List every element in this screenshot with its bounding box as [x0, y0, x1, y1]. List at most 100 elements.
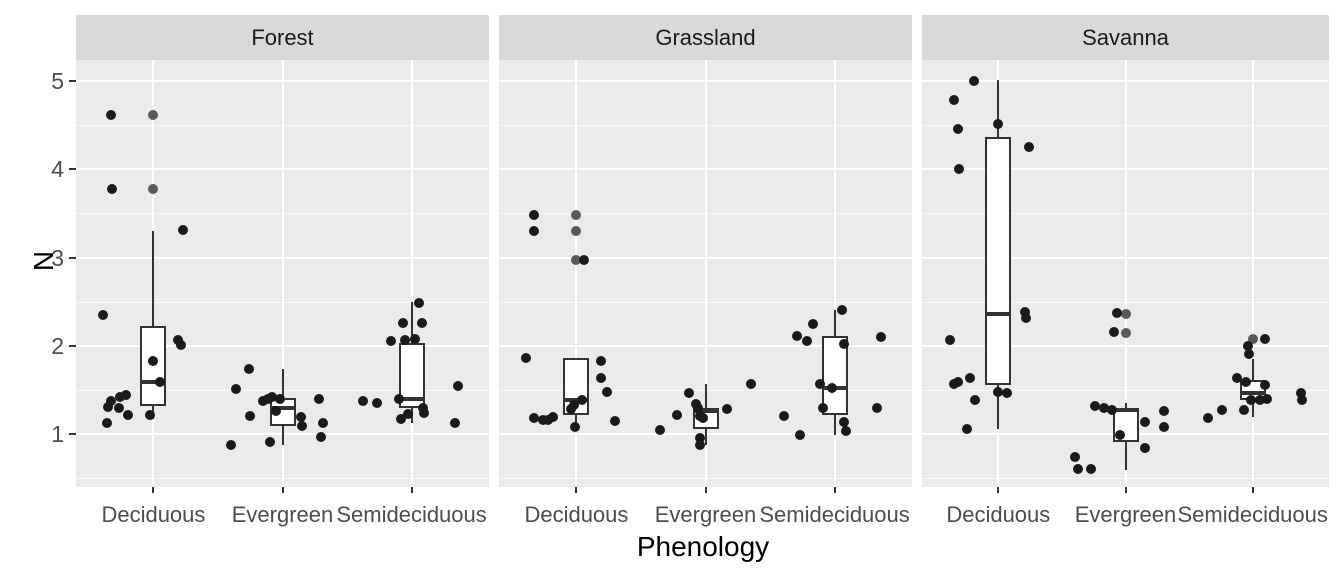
boxplot-lower-whisker — [281, 426, 284, 446]
jitter-point — [400, 334, 411, 345]
jitter-point — [969, 76, 980, 86]
jitter-point — [792, 331, 803, 342]
jitter-point — [841, 426, 852, 437]
boxplot-upper-whisker — [833, 310, 836, 337]
boxplot-upper-whisker — [1124, 403, 1127, 408]
gridline-vertical — [704, 60, 707, 487]
jitter-point — [243, 363, 254, 374]
jitter-point — [402, 408, 413, 419]
jitter-point — [313, 393, 324, 404]
jitter-point — [1069, 451, 1080, 462]
jitter-point — [1098, 402, 1109, 413]
facet-panel-savanna — [922, 60, 1329, 487]
y-tick-label: 4 — [51, 156, 64, 183]
x-tick-mark — [1251, 487, 1254, 493]
jitter-point — [948, 95, 959, 106]
jitter-point — [838, 338, 849, 349]
jitter-point — [683, 387, 694, 398]
boxplot-median — [140, 379, 167, 384]
jitter-point — [316, 431, 327, 442]
jitter-point — [264, 436, 275, 447]
jitter-point — [838, 416, 849, 427]
boxplot-lower-whisker — [1251, 399, 1254, 418]
outlier-point — [1120, 327, 1131, 338]
jitter-point — [178, 225, 189, 236]
outlier-point — [571, 226, 582, 237]
boxplot-upper-whisker — [704, 383, 707, 408]
y-tick-mark — [69, 256, 76, 259]
jitter-point — [1241, 376, 1252, 387]
outlier-point — [571, 255, 582, 266]
jitter-point — [1238, 405, 1249, 416]
jitter-point — [144, 409, 155, 420]
x-category-label: Evergreen — [654, 502, 757, 527]
x-category-label: Deciduous — [524, 502, 629, 527]
jitter-point — [672, 410, 683, 421]
x-category-label: Semideciduous — [1177, 502, 1328, 527]
jitter-point — [419, 407, 430, 418]
boxplot-median — [692, 409, 719, 414]
y-tick-mark — [69, 80, 76, 82]
jitter-point — [271, 406, 282, 417]
jitter-point — [872, 402, 883, 413]
jitter-point — [1232, 372, 1243, 383]
facet-strip-label: Forest — [251, 24, 314, 50]
jitter-point — [566, 404, 577, 415]
jitter-point — [295, 412, 306, 423]
x-category-label: Deciduous — [946, 502, 1051, 527]
jitter-point — [1246, 395, 1257, 406]
outlier-point — [1247, 333, 1258, 344]
jitter-point — [779, 411, 790, 422]
jitter-point — [396, 413, 407, 424]
jitter-point — [655, 424, 666, 435]
facet-panel-grassland — [499, 60, 912, 487]
jitter-point — [961, 423, 972, 434]
jitter-point — [528, 413, 539, 424]
x-tick-mark — [704, 487, 707, 493]
boxplot-lower-whisker — [704, 428, 707, 446]
jitter-point — [1023, 142, 1034, 153]
jitter-point — [113, 403, 124, 414]
jitter-point — [274, 393, 285, 404]
jitter-point — [296, 421, 307, 432]
x-category-label: Evergreen — [1074, 502, 1177, 527]
jitter-point — [1297, 395, 1308, 406]
x-tick-mark — [997, 487, 1000, 493]
gridline-vertical — [410, 60, 413, 487]
jitter-point — [1260, 333, 1271, 344]
jitter-point — [414, 297, 425, 308]
outlier-point — [148, 183, 159, 194]
jitter-point — [105, 396, 116, 407]
jitter-point — [1260, 380, 1271, 391]
boxplot-upper-whisker — [1251, 358, 1254, 381]
boxplot-box — [140, 326, 167, 406]
jitter-point — [692, 403, 703, 414]
jitter-point — [944, 334, 955, 345]
boxplot-median — [1239, 391, 1266, 396]
jitter-point — [450, 418, 461, 429]
jitter-point — [948, 378, 959, 389]
x-category-label: Evergreen — [231, 502, 334, 527]
jitter-point — [121, 390, 132, 401]
boxplot-box — [985, 137, 1012, 386]
jitter-point — [579, 255, 590, 266]
y-tick-mark — [69, 344, 76, 347]
jitter-point — [1109, 326, 1120, 337]
jitter-point — [105, 109, 116, 120]
jitter-point — [114, 391, 125, 402]
gridline-vertical — [575, 60, 578, 487]
jitter-point — [1296, 387, 1307, 398]
boxplot-median — [398, 396, 425, 401]
jitter-point — [98, 309, 109, 320]
jitter-point — [521, 353, 532, 364]
jitter-point — [418, 402, 429, 413]
jitter-point — [817, 403, 828, 414]
x-tick-mark — [281, 487, 284, 493]
jitter-point — [357, 396, 368, 407]
jitter-point — [175, 339, 186, 350]
facet-strip: Grassland — [499, 15, 912, 60]
jitter-point — [453, 381, 464, 392]
jitter-point — [815, 378, 826, 389]
jitter-point — [970, 394, 981, 405]
boxplot-lower-whisker — [997, 385, 1000, 429]
